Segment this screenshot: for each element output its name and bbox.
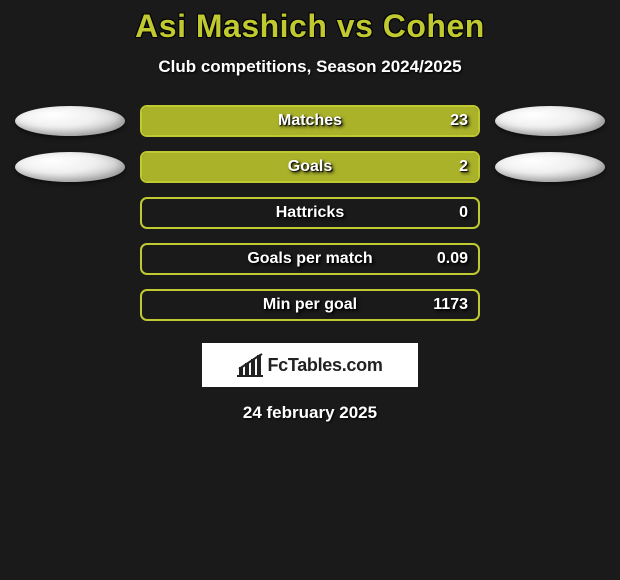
stat-bar: Matches23 [140, 105, 480, 137]
stat-bar: Hattricks 0 [140, 197, 480, 229]
player-badge-left [15, 152, 125, 182]
brand-badge[interactable]: FcTables.com [202, 343, 418, 387]
player-badge-right [495, 106, 605, 136]
stat-value: 0.09 [437, 245, 468, 273]
page-title: Asi Mashich vs Cohen [0, 0, 620, 45]
stat-bar: Min per goal1173 [140, 289, 480, 321]
left-badge-slot [0, 152, 140, 182]
stat-value: 0 [459, 199, 468, 227]
stat-label: Goals [142, 153, 446, 181]
stat-label: Hattricks [142, 199, 446, 227]
left-badge-slot [0, 106, 140, 136]
stat-label: Matches [142, 107, 446, 135]
stat-bar: Goals 2 [140, 151, 480, 183]
stat-row: Goals per match0.09 [0, 243, 620, 275]
stat-label: Goals per match [142, 245, 446, 273]
generated-date: 24 february 2025 [0, 403, 620, 423]
stat-value: 1173 [433, 291, 468, 319]
right-badge-slot [480, 152, 620, 182]
stats-container: Matches23Goals2Hattricks0Goals per match… [0, 105, 620, 321]
player-badge-right [495, 152, 605, 182]
player-badge-left [15, 106, 125, 136]
brand-name: FcTables.com [267, 355, 382, 376]
stat-value: 23 [450, 107, 468, 135]
stat-row: Min per goal1173 [0, 289, 620, 321]
stat-row: Matches23 [0, 105, 620, 137]
stat-bar: Goals per match0.09 [140, 243, 480, 275]
stat-label: Min per goal [142, 291, 446, 319]
stat-row: Goals 2 [0, 151, 620, 183]
brand-chart-icon [237, 353, 263, 377]
subtitle: Club competitions, Season 2024/2025 [0, 57, 620, 77]
stat-value: 2 [459, 153, 468, 181]
right-badge-slot [480, 106, 620, 136]
stat-row: Hattricks 0 [0, 197, 620, 229]
